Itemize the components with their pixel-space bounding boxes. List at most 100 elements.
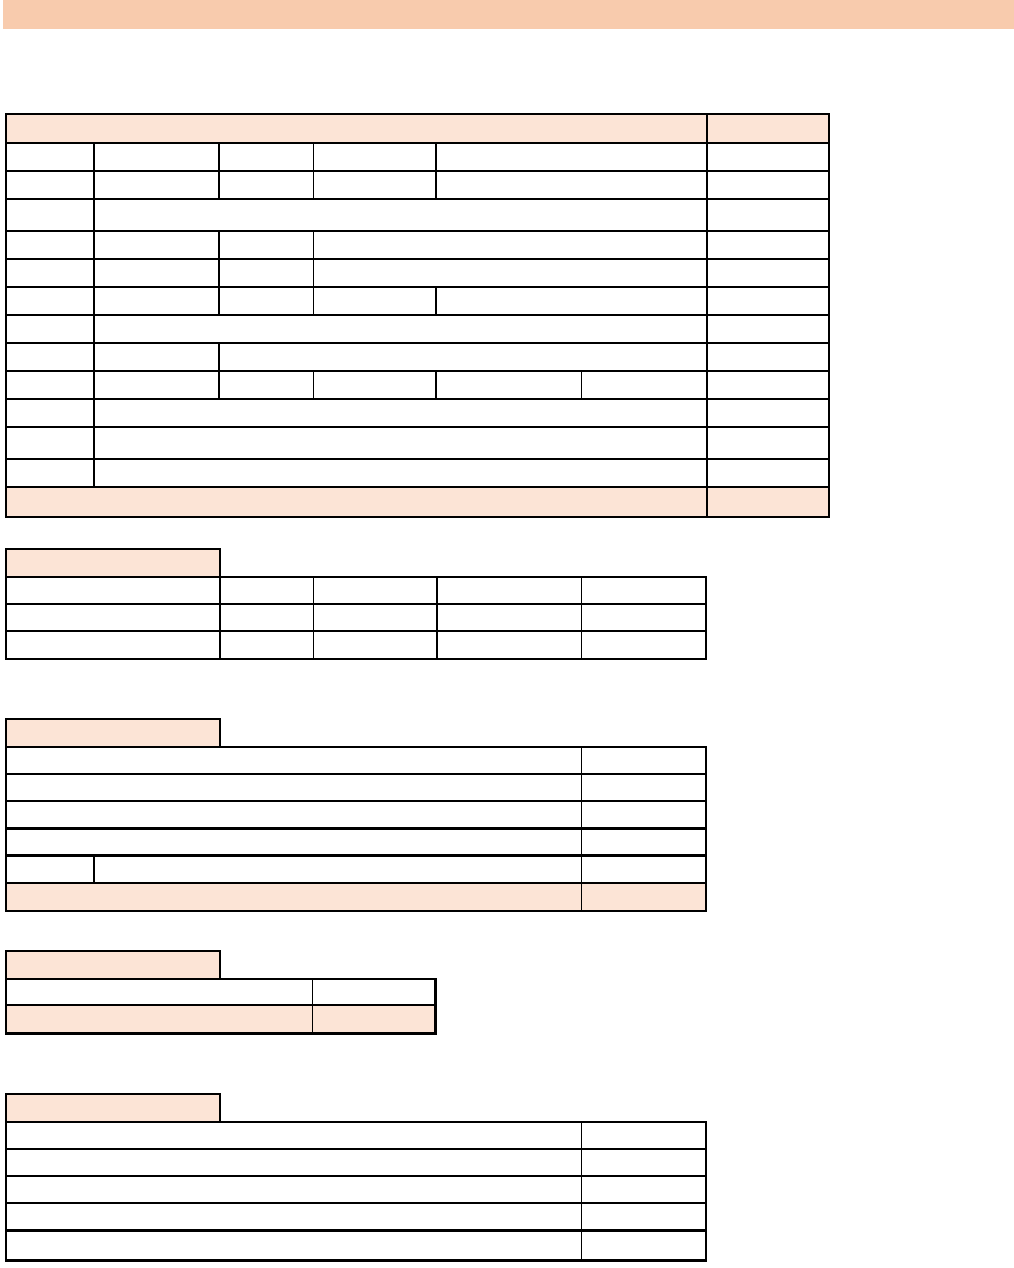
section-title-block xyxy=(5,548,221,576)
cell xyxy=(95,288,220,314)
cell xyxy=(582,857,705,882)
table-row xyxy=(7,802,705,830)
cell xyxy=(438,632,582,658)
merged-cell xyxy=(7,1177,582,1202)
main-table-total-row xyxy=(7,488,828,516)
cell xyxy=(582,748,705,773)
cell xyxy=(708,288,828,314)
cell xyxy=(582,578,705,603)
cell xyxy=(95,344,220,370)
total-right-cell xyxy=(582,884,705,910)
section-table-4 xyxy=(5,978,437,1035)
merged-cell xyxy=(95,857,582,882)
cell xyxy=(95,144,220,170)
table-row xyxy=(7,857,705,884)
cell xyxy=(708,460,828,486)
cell xyxy=(221,605,314,630)
cell xyxy=(220,260,314,286)
cell xyxy=(582,775,705,800)
cell xyxy=(582,1232,705,1259)
cell xyxy=(438,578,582,603)
merged-cell xyxy=(95,460,708,486)
cell xyxy=(582,632,705,658)
main-table-header-right-cell xyxy=(708,115,828,142)
cell xyxy=(314,288,437,314)
merged-cell xyxy=(95,316,708,342)
cell xyxy=(708,372,828,398)
section-table-3 xyxy=(5,746,707,912)
cell xyxy=(220,372,314,398)
table-row xyxy=(7,200,828,232)
cell xyxy=(708,260,828,286)
cell xyxy=(582,1204,705,1229)
merged-cell xyxy=(7,1204,582,1229)
cell xyxy=(7,578,221,603)
table-row xyxy=(7,288,828,316)
cell xyxy=(7,400,95,426)
cell xyxy=(708,344,828,370)
cell xyxy=(708,144,828,170)
section-title-block xyxy=(5,950,221,978)
cell xyxy=(7,857,95,882)
cell xyxy=(7,980,313,1004)
table-row xyxy=(7,830,705,857)
cell xyxy=(7,316,95,342)
main-form-table xyxy=(5,113,830,518)
cell xyxy=(7,260,95,286)
table-row xyxy=(7,344,828,372)
cell xyxy=(314,172,437,198)
cell xyxy=(220,172,314,198)
merged-cell xyxy=(437,288,708,314)
cell xyxy=(7,428,95,458)
cell xyxy=(582,1150,705,1175)
total-left-cell xyxy=(7,488,708,516)
table-row xyxy=(7,605,705,632)
merged-cell xyxy=(220,344,708,370)
section-total-row xyxy=(7,884,705,910)
merged-cell xyxy=(7,748,582,773)
table-row xyxy=(7,460,828,488)
table-row xyxy=(7,172,828,200)
main-table-header-row xyxy=(7,115,828,144)
cell xyxy=(437,172,708,198)
cell xyxy=(7,172,95,198)
cell xyxy=(437,372,582,398)
cell xyxy=(221,578,314,603)
merged-cell xyxy=(314,232,708,258)
cell xyxy=(7,460,95,486)
total-right-cell xyxy=(313,1006,434,1032)
cell xyxy=(582,605,705,630)
table-row xyxy=(7,316,828,344)
cell xyxy=(708,428,828,458)
table-row xyxy=(7,260,828,288)
cell xyxy=(221,632,314,658)
table-row xyxy=(7,372,828,400)
table-row xyxy=(7,428,828,460)
cell xyxy=(582,372,708,398)
cell xyxy=(708,316,828,342)
cell xyxy=(7,632,221,658)
section-table-2 xyxy=(5,576,707,660)
cell xyxy=(7,344,95,370)
cell xyxy=(438,605,582,630)
merged-cell xyxy=(95,428,708,458)
cell xyxy=(708,232,828,258)
merged-cell xyxy=(7,1123,582,1148)
cell xyxy=(220,232,314,258)
cell xyxy=(7,372,95,398)
cell xyxy=(708,172,828,198)
section-title-block xyxy=(5,1093,221,1121)
total-left-cell xyxy=(7,1006,313,1032)
cell xyxy=(95,172,220,198)
cell xyxy=(314,144,437,170)
cell xyxy=(95,260,220,286)
table-row xyxy=(7,1150,705,1177)
cell xyxy=(708,200,828,230)
cell xyxy=(582,1177,705,1202)
merged-cell xyxy=(7,775,582,800)
table-row xyxy=(7,632,705,658)
cell xyxy=(314,578,438,603)
cell xyxy=(314,632,438,658)
table-row xyxy=(7,775,705,802)
cell xyxy=(708,400,828,426)
